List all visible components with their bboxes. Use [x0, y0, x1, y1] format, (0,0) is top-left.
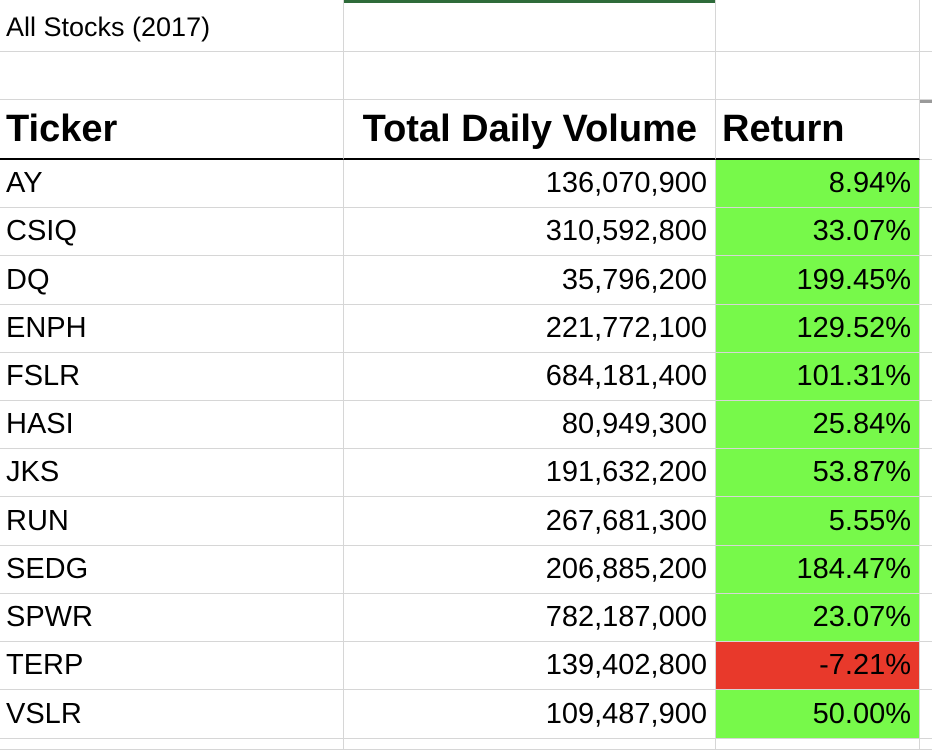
header-ticker: Ticker — [6, 107, 118, 150]
ticker-cell[interactable]: AY — [0, 160, 344, 208]
return-cell[interactable]: 8.94% — [716, 160, 920, 208]
return-cell[interactable]: 129.52% — [716, 305, 920, 353]
cell-a2[interactable] — [0, 52, 344, 100]
header-return-cell[interactable]: Return — [716, 100, 920, 160]
header-volume-cell[interactable]: Total Daily Volume — [344, 100, 716, 160]
volume-cell[interactable]: 782,187,000 — [344, 594, 716, 642]
empty-cell[interactable] — [344, 739, 716, 750]
table-row: AY 136,070,900 8.94% — [0, 160, 932, 208]
cell-b2[interactable] — [344, 52, 716, 100]
empty-cell[interactable] — [920, 690, 932, 739]
return-cell[interactable]: 25.84% — [716, 401, 920, 449]
empty-cell[interactable] — [0, 739, 344, 750]
empty-cell[interactable] — [920, 642, 932, 690]
empty-cell[interactable] — [920, 208, 932, 256]
header-volume: Total Daily Volume — [362, 107, 697, 150]
return-cell[interactable]: 33.07% — [716, 208, 920, 256]
return-cell[interactable]: 199.45% — [716, 256, 920, 305]
volume-cell[interactable]: 267,681,300 — [344, 497, 716, 546]
volume-cell[interactable]: 136,070,900 — [344, 160, 716, 208]
table-row: JKS 191,632,200 53.87% — [0, 449, 932, 497]
empty-cell[interactable] — [920, 353, 932, 401]
volume-cell[interactable]: 191,632,200 — [344, 449, 716, 497]
cell-a1[interactable]: All Stocks (2017) — [0, 0, 344, 52]
table-row: FSLR 684,181,400 101.31% — [0, 353, 932, 401]
return-cell[interactable]: 53.87% — [716, 449, 920, 497]
return-cell[interactable]: 101.31% — [716, 353, 920, 401]
empty-cell[interactable] — [920, 546, 932, 594]
return-cell-negative[interactable]: -7.21% — [716, 642, 920, 690]
volume-cell[interactable]: 684,181,400 — [344, 353, 716, 401]
ticker-cell[interactable]: DQ — [0, 256, 344, 305]
sheet-title: All Stocks (2017) — [6, 12, 211, 42]
column-selection-indicator — [344, 0, 716, 3]
ticker-cell[interactable]: HASI — [0, 401, 344, 449]
table-row: DQ 35,796,200 199.45% — [0, 256, 932, 305]
ticker-cell[interactable]: RUN — [0, 497, 344, 546]
scrollbar-marker — [920, 100, 932, 103]
table-row: TERP 139,402,800 -7.21% — [0, 642, 932, 690]
ticker-cell[interactable]: SPWR — [0, 594, 344, 642]
empty-cell[interactable] — [920, 401, 932, 449]
ticker-cell[interactable]: CSIQ — [0, 208, 344, 256]
cell-d1[interactable] — [920, 0, 932, 52]
header-return: Return — [722, 107, 845, 150]
return-cell[interactable]: 184.47% — [716, 546, 920, 594]
empty-cell[interactable] — [920, 739, 932, 750]
empty-cell[interactable] — [920, 449, 932, 497]
table-row: ENPH 221,772,100 129.52% — [0, 305, 932, 353]
ticker-cell[interactable]: VSLR — [0, 690, 344, 739]
table-row: SPWR 782,187,000 23.07% — [0, 594, 932, 642]
ticker-cell[interactable]: FSLR — [0, 353, 344, 401]
empty-cell[interactable] — [716, 739, 920, 750]
table-row: RUN 267,681,300 5.55% — [0, 497, 932, 546]
table-row: CSIQ 310,592,800 33.07% — [0, 208, 932, 256]
table-row: HASI 80,949,300 25.84% — [0, 401, 932, 449]
cell-d2[interactable] — [920, 52, 932, 100]
empty-cell[interactable] — [920, 497, 932, 546]
ticker-cell[interactable]: ENPH — [0, 305, 344, 353]
ticker-cell[interactable]: SEDG — [0, 546, 344, 594]
ticker-cell[interactable]: JKS — [0, 449, 344, 497]
table-row: VSLR 109,487,900 50.00% — [0, 690, 932, 739]
volume-cell[interactable]: 310,592,800 — [344, 208, 716, 256]
empty-row — [0, 52, 932, 100]
volume-cell[interactable]: 139,402,800 — [344, 642, 716, 690]
volume-cell[interactable]: 35,796,200 — [344, 256, 716, 305]
volume-cell[interactable]: 109,487,900 — [344, 690, 716, 739]
volume-cell[interactable]: 80,949,300 — [344, 401, 716, 449]
cell-b1[interactable] — [344, 0, 716, 52]
return-cell[interactable]: 5.55% — [716, 497, 920, 546]
header-ticker-cell[interactable]: Ticker — [0, 100, 344, 160]
partial-row — [0, 739, 932, 750]
cell-c2[interactable] — [716, 52, 920, 100]
empty-cell[interactable] — [920, 256, 932, 305]
volume-cell[interactable]: 221,772,100 — [344, 305, 716, 353]
header-row: Ticker Total Daily Volume Return — [0, 100, 932, 160]
title-row: All Stocks (2017) — [0, 0, 932, 52]
empty-cell[interactable] — [920, 160, 932, 208]
return-cell[interactable]: 23.07% — [716, 594, 920, 642]
empty-cell[interactable] — [920, 305, 932, 353]
cell-d3[interactable] — [920, 100, 932, 160]
empty-cell[interactable] — [920, 594, 932, 642]
table-row: SEDG 206,885,200 184.47% — [0, 546, 932, 594]
return-cell[interactable]: 50.00% — [716, 690, 920, 739]
cell-c1[interactable] — [716, 0, 920, 52]
ticker-cell[interactable]: TERP — [0, 642, 344, 690]
volume-cell[interactable]: 206,885,200 — [344, 546, 716, 594]
